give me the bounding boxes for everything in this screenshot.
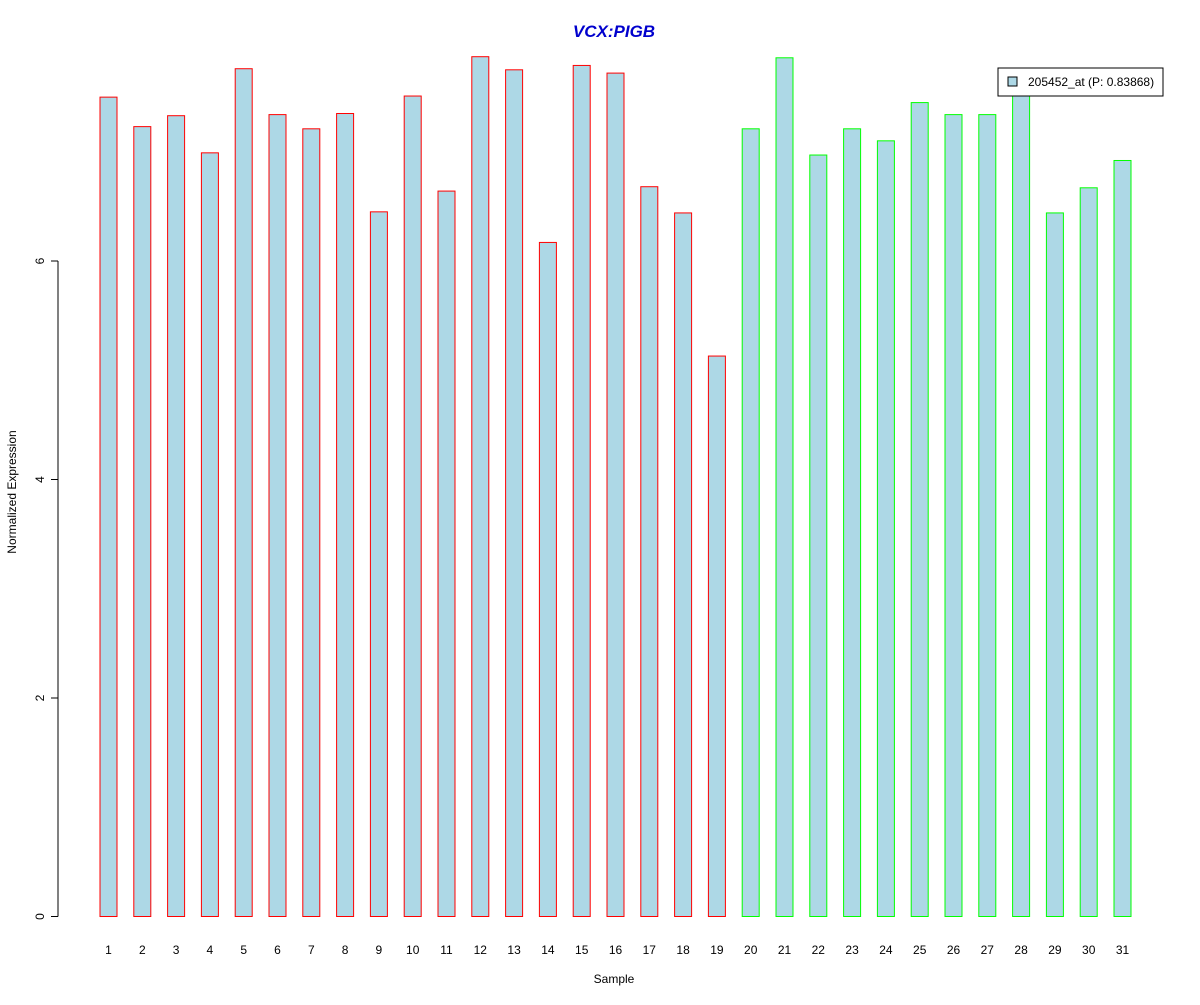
bar-sample-31 xyxy=(1113,159,1132,918)
x-tick-label: 15 xyxy=(575,943,589,957)
x-tick-label: 7 xyxy=(308,943,315,957)
x-tick-label: 6 xyxy=(274,943,281,957)
y-tick-label: 2 xyxy=(33,694,47,701)
bar-sample-12 xyxy=(471,56,490,917)
legend-swatch xyxy=(1007,76,1018,87)
bar-sample-30 xyxy=(1079,187,1098,918)
bar-sample-6 xyxy=(268,114,287,918)
y-tick-label: 0 xyxy=(33,913,47,920)
bar-sample-9 xyxy=(369,211,388,917)
x-tick-label: 12 xyxy=(474,943,488,957)
bar-sample-26 xyxy=(944,114,963,918)
x-tick-label: 31 xyxy=(1116,943,1130,957)
bar-sample-18 xyxy=(674,212,693,917)
x-tick-label: 20 xyxy=(744,943,758,957)
bar-sample-19 xyxy=(707,355,726,917)
x-tick-label: 21 xyxy=(778,943,792,957)
legend: 205452_at (P: 0.83868) xyxy=(997,67,1164,97)
x-tick-label: 26 xyxy=(947,943,961,957)
bar-sample-1 xyxy=(99,96,118,918)
bar-sample-15 xyxy=(572,64,591,917)
chart-title: VCX:PIGB xyxy=(573,22,655,41)
x-tick-label: 3 xyxy=(173,943,180,957)
bar-sample-17 xyxy=(640,186,659,917)
bar-sample-27 xyxy=(978,114,997,918)
bar-sample-22 xyxy=(809,154,828,917)
x-tick-label: 16 xyxy=(609,943,623,957)
bar-sample-24 xyxy=(876,140,895,917)
bar-sample-14 xyxy=(538,241,557,917)
x-tick-label: 1 xyxy=(105,943,112,957)
x-tick-label: 25 xyxy=(913,943,927,957)
bar-sample-8 xyxy=(336,113,355,917)
legend-box xyxy=(997,67,1164,97)
x-tick-label: 22 xyxy=(812,943,826,957)
x-tick-label: 9 xyxy=(376,943,383,957)
x-tick-label: 17 xyxy=(643,943,657,957)
bars-group xyxy=(99,56,1132,918)
bar-sample-10 xyxy=(403,95,422,917)
y-tick-label: 6 xyxy=(33,257,47,264)
bar-sample-16 xyxy=(606,72,625,917)
x-tick-label: 2 xyxy=(139,943,146,957)
y-tick-label: 4 xyxy=(33,476,47,483)
y-axis-label: Normalized Expression xyxy=(5,430,19,553)
x-tick-label: 29 xyxy=(1048,943,1062,957)
bar-sample-28 xyxy=(1012,85,1031,917)
x-tick-labels: 1 2 3 4 5 6 7 8 9 10 11 12 13 14 15 16 17 18 19 20 21 22 23 24 2… xyxy=(105,943,1129,957)
x-tick-label: 18 xyxy=(676,943,690,957)
bar-sample-13 xyxy=(505,69,524,917)
x-tick-label: 27 xyxy=(981,943,995,957)
bar-sample-7 xyxy=(302,128,321,917)
bar-sample-25 xyxy=(910,102,929,917)
x-axis-label: Sample xyxy=(594,972,635,986)
bar-sample-3 xyxy=(167,115,186,917)
x-tick-label: 4 xyxy=(207,943,214,957)
x-tick-label: 24 xyxy=(879,943,893,957)
bar-sample-5 xyxy=(234,68,253,918)
x-tick-label: 11 xyxy=(440,943,453,957)
bar-sample-20 xyxy=(741,128,760,917)
bar-sample-29 xyxy=(1045,212,1064,917)
bar-sample-11 xyxy=(437,190,456,917)
x-tick-label: 30 xyxy=(1082,943,1096,957)
x-tick-label: 5 xyxy=(240,943,247,957)
x-tick-label: 28 xyxy=(1014,943,1028,957)
x-tick-label: 14 xyxy=(541,943,555,957)
bar-sample-21 xyxy=(775,57,794,918)
x-tick-label: 10 xyxy=(406,943,420,957)
bar-sample-4 xyxy=(200,152,219,917)
x-tick-label: 19 xyxy=(710,943,724,957)
x-tick-label: 8 xyxy=(342,943,349,957)
y-axis: 0 2 4 6 xyxy=(33,257,59,920)
x-tick-label: 13 xyxy=(507,943,521,957)
bar-sample-2 xyxy=(133,126,152,918)
bar-sample-23 xyxy=(843,128,862,917)
legend-label: 205452_at (P: 0.83868) xyxy=(1028,75,1154,89)
x-tick-label: 23 xyxy=(845,943,859,957)
